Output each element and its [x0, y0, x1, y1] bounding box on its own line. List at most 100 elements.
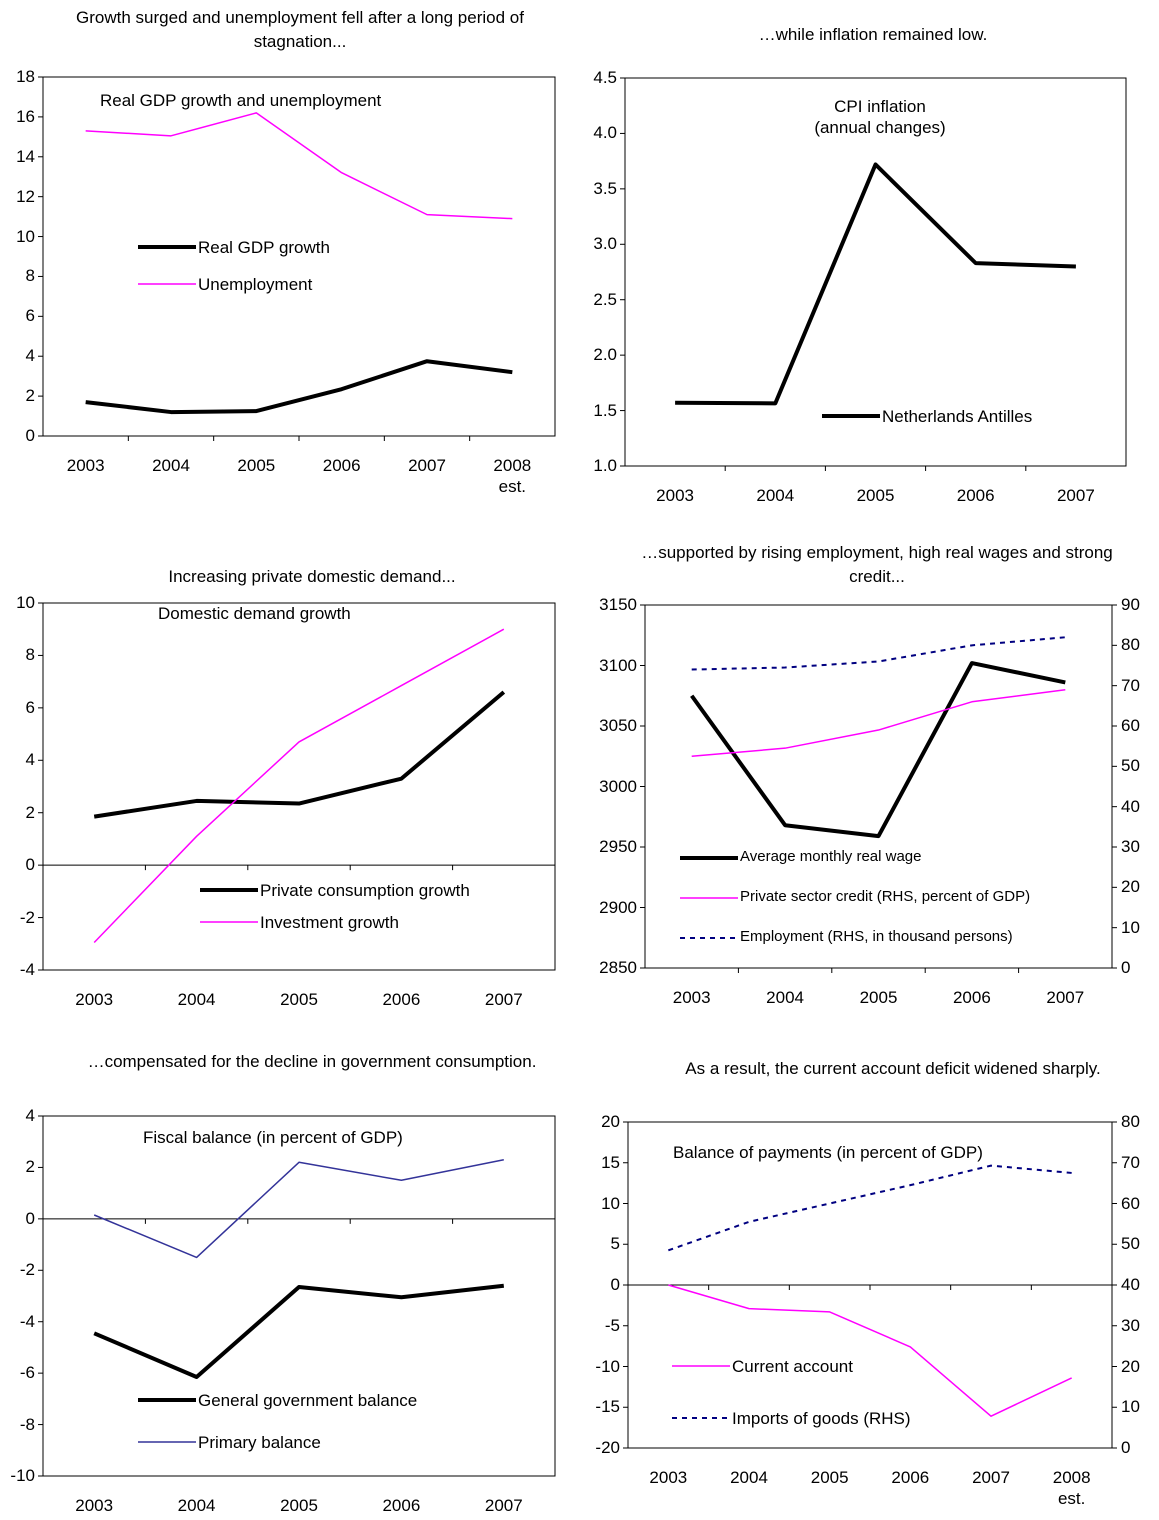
y-tick-label: 3.5 [593, 178, 617, 198]
y-tick-label: 2.5 [593, 289, 617, 309]
legend-label: Current account [732, 1357, 853, 1376]
y2-tick-label: 0 [1121, 1438, 1131, 1457]
y-tick-label: 2850 [599, 958, 637, 977]
y2-tick-label: 10 [1121, 1397, 1140, 1417]
y2-tick-label: 40 [1121, 1275, 1140, 1294]
y-tick-label: 4.0 [593, 123, 617, 143]
y-tick-label: 1.5 [593, 400, 617, 420]
x-tick-label: 2004 [730, 1468, 768, 1487]
x-tick-label: 2004 [152, 456, 190, 475]
y-tick-label: 8 [25, 266, 35, 286]
legend-label: Imports of goods (RHS) [732, 1409, 911, 1428]
x-tick-label: 2006 [382, 1496, 421, 1515]
plot-frame [644, 604, 1113, 969]
x-tick-label: 2005 [237, 456, 276, 475]
chart-title: As a result, the current account deficit… [685, 1059, 1101, 1078]
x-tick-label: 2003 [672, 988, 711, 1007]
y-tick-label: 2950 [599, 837, 637, 856]
series-line [85, 359, 513, 415]
y2-tick-label: 30 [1121, 1315, 1140, 1335]
y-tick-label: 0 [25, 1208, 35, 1228]
y2-tick-label: 20 [1121, 877, 1140, 897]
y-tick-label: 4 [25, 346, 35, 366]
chart-title: …while inflation remained low. [758, 25, 988, 44]
y2-tick-label: 20 [1121, 1356, 1140, 1376]
legend-label: Private consumption growth [260, 881, 470, 900]
legend-label: Average monthly real wage [740, 848, 922, 865]
y-tick-label: 0 [25, 426, 35, 445]
y2-tick-label: 80 [1121, 1112, 1140, 1131]
y-tick-label: -2 [19, 1260, 35, 1280]
x-tick-label: 2005 [859, 988, 898, 1007]
y2-tick-label: 60 [1121, 1193, 1140, 1213]
annotation: Balance of payments (in percent of GDP) [673, 1143, 983, 1162]
y2-tick-label: 60 [1121, 716, 1140, 735]
x-tick-label: 2004 [756, 486, 795, 505]
plot-frame [42, 1115, 556, 1477]
x-tick-label: 2005 [280, 1496, 318, 1515]
y-tick-label: 10 [16, 226, 35, 246]
series-line [93, 1158, 504, 1259]
x-tick-label: 2005 [810, 1468, 849, 1487]
y2-tick-label: 70 [1121, 675, 1140, 695]
annotation: Domestic demand growth [158, 604, 351, 623]
x-tick-label: 2003 [75, 1496, 114, 1515]
x-tick-label: 2003 [75, 990, 114, 1009]
x-tick-label: 2006 [382, 990, 421, 1009]
y-tick-label: -10 [10, 1466, 35, 1485]
y2-tick-label: 10 [1121, 917, 1140, 937]
y2-tick-label: 50 [1121, 756, 1140, 776]
series-line [675, 162, 1076, 406]
y-tick-label: 2 [25, 802, 35, 822]
y-tick-label: 10 [601, 1193, 620, 1213]
y-tick-label: 16 [16, 106, 35, 126]
legend-label: Netherlands Antilles [882, 407, 1033, 426]
y-tick-label: -15 [595, 1397, 620, 1417]
plot-frame [624, 77, 1127, 467]
series-line [690, 661, 1066, 839]
y-tick-label: 12 [16, 186, 35, 206]
series-line [93, 690, 506, 819]
y-tick-label: -6 [19, 1363, 35, 1383]
chart-title: Increasing private domestic demand... [168, 567, 456, 586]
legend-label: Private sector credit (RHS, percent of G… [740, 888, 1031, 905]
y-tick-label: 3150 [599, 595, 637, 614]
series-line [85, 112, 513, 220]
y-tick-label: 3.0 [593, 234, 617, 254]
y2-tick-label: 40 [1121, 796, 1140, 816]
x-tick-label: 2006 [956, 486, 995, 505]
y-tick-label: 6 [25, 306, 35, 326]
y-tick-label: -8 [19, 1414, 35, 1434]
x-tick-label: 2005 [280, 990, 318, 1009]
series-line [667, 1164, 1072, 1252]
x-tick-label: 2007 [1046, 988, 1085, 1007]
y-tick-label: 18 [16, 67, 35, 86]
annotation: Real GDP growth and unemployment [100, 91, 382, 110]
y-tick-label: 6 [25, 697, 35, 717]
y-tick-label: -4 [19, 960, 35, 979]
plot-frame [42, 602, 556, 971]
legend-label: Primary balance [198, 1433, 321, 1452]
y-tick-label: -4 [19, 1311, 35, 1331]
y-tick-label: 10 [16, 593, 35, 612]
y-tick-label: 3100 [599, 655, 637, 675]
y-tick-label: -5 [604, 1315, 620, 1335]
y-tick-label: 4 [25, 750, 35, 770]
y-tick-label: 8 [25, 645, 35, 665]
series-line [691, 688, 1066, 757]
y-tick-label: -20 [595, 1438, 620, 1457]
x-tick-label: 2007 [408, 456, 446, 475]
y-tick-label: -10 [595, 1356, 620, 1376]
y-tick-label: 20 [601, 1112, 620, 1131]
legend-label: Employment (RHS, in thousand persons) [740, 928, 1013, 945]
x-tick-label: 2006 [322, 456, 361, 475]
y2-tick-label: 30 [1121, 837, 1140, 856]
x-tick-label: 2003 [656, 486, 694, 505]
y-tick-label: -2 [19, 907, 35, 927]
y-tick-label: 2 [25, 386, 35, 406]
y-tick-label: 0 [25, 855, 35, 875]
x-tick-label: 2003 [66, 456, 105, 475]
chart-title: …supported by rising employment, high re… [641, 543, 1113, 586]
